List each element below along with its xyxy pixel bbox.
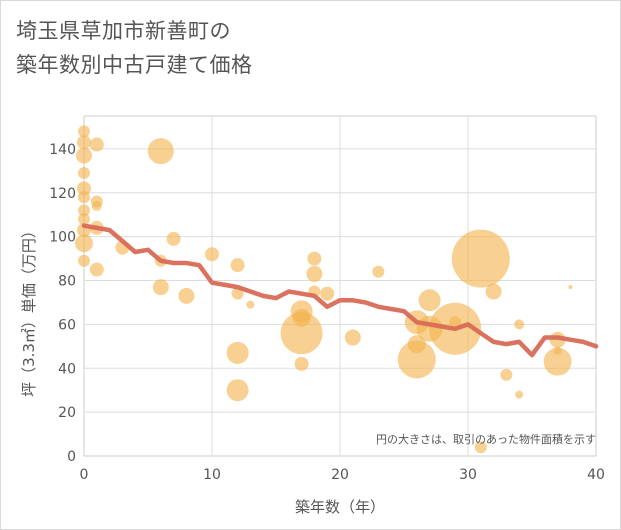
y-axis-title: 坪（3.3㎡）単価（万円） (20, 223, 38, 397)
data-bubble (231, 287, 244, 300)
data-bubble (78, 254, 90, 267)
data-bubble (89, 262, 104, 277)
data-bubble (280, 312, 323, 355)
x-tick-label: 40 (587, 467, 605, 483)
data-bubble (230, 258, 245, 273)
data-bubble (485, 283, 502, 300)
data-bubble (514, 319, 525, 330)
data-bubble (418, 289, 441, 312)
data-bubble (75, 234, 93, 253)
data-bubble (226, 341, 249, 364)
data-bubble (77, 181, 91, 196)
y-tick-label: 120 (49, 186, 76, 202)
data-bubble (76, 147, 92, 164)
y-tick-label: 0 (67, 449, 76, 465)
y-tick-label: 100 (49, 230, 76, 246)
data-bubble (78, 167, 90, 180)
average-line-layer (81, 223, 599, 358)
data-bubble (474, 441, 487, 454)
data-bubble (78, 204, 90, 217)
y-tick-label: 60 (58, 317, 76, 333)
x-axis-title: 築年数（年） (295, 498, 385, 516)
y-tick-label: 140 (49, 142, 76, 158)
data-bubble (77, 135, 91, 150)
chart-title: 埼玉県草加市新善町の 築年数別中古戸建て価格 (16, 14, 253, 82)
data-bubble (307, 251, 322, 266)
data-bubble (306, 265, 323, 282)
data-bubble (246, 300, 255, 309)
data-bubble (372, 265, 385, 278)
data-bubble (226, 379, 249, 402)
data-bubble (451, 229, 510, 288)
data-bubble (178, 287, 195, 304)
data-bubble (205, 247, 219, 262)
data-bubble (294, 356, 309, 371)
average-price-line (81, 223, 599, 358)
data-bubble (91, 200, 102, 211)
data-bubble (344, 329, 361, 346)
data-bubble (166, 231, 181, 246)
data-bubble (152, 279, 169, 296)
y-tick-label: 40 (58, 361, 76, 377)
bubble-size-note: 円の大きさは、取引のあった物件面積を示す (376, 432, 596, 446)
data-bubble (568, 285, 573, 290)
x-tick-label: 0 (80, 467, 89, 483)
x-tick-label: 10 (203, 467, 221, 483)
data-bubble (500, 368, 513, 381)
data-bubble (78, 125, 90, 138)
x-tick-label: 20 (331, 467, 349, 483)
data-bubble (78, 191, 90, 204)
tick-labels: 0 10 20 30 40 0 20 40 60 80 100 120 140 (49, 142, 605, 483)
data-bubble (89, 137, 104, 152)
data-bubble (515, 390, 524, 399)
y-tick-label: 80 (58, 274, 76, 290)
data-bubble (320, 286, 335, 301)
y-tick-label: 20 (58, 405, 76, 421)
data-bubble (543, 347, 572, 376)
x-tick-label: 30 (459, 467, 477, 483)
chart-title-line2: 築年数別中古戸建て価格 (16, 53, 253, 77)
data-bubble (147, 138, 174, 165)
chart-title-line1: 埼玉県草加市新善町の (16, 19, 231, 43)
data-bubble (397, 340, 436, 379)
data-bubble (78, 213, 90, 226)
